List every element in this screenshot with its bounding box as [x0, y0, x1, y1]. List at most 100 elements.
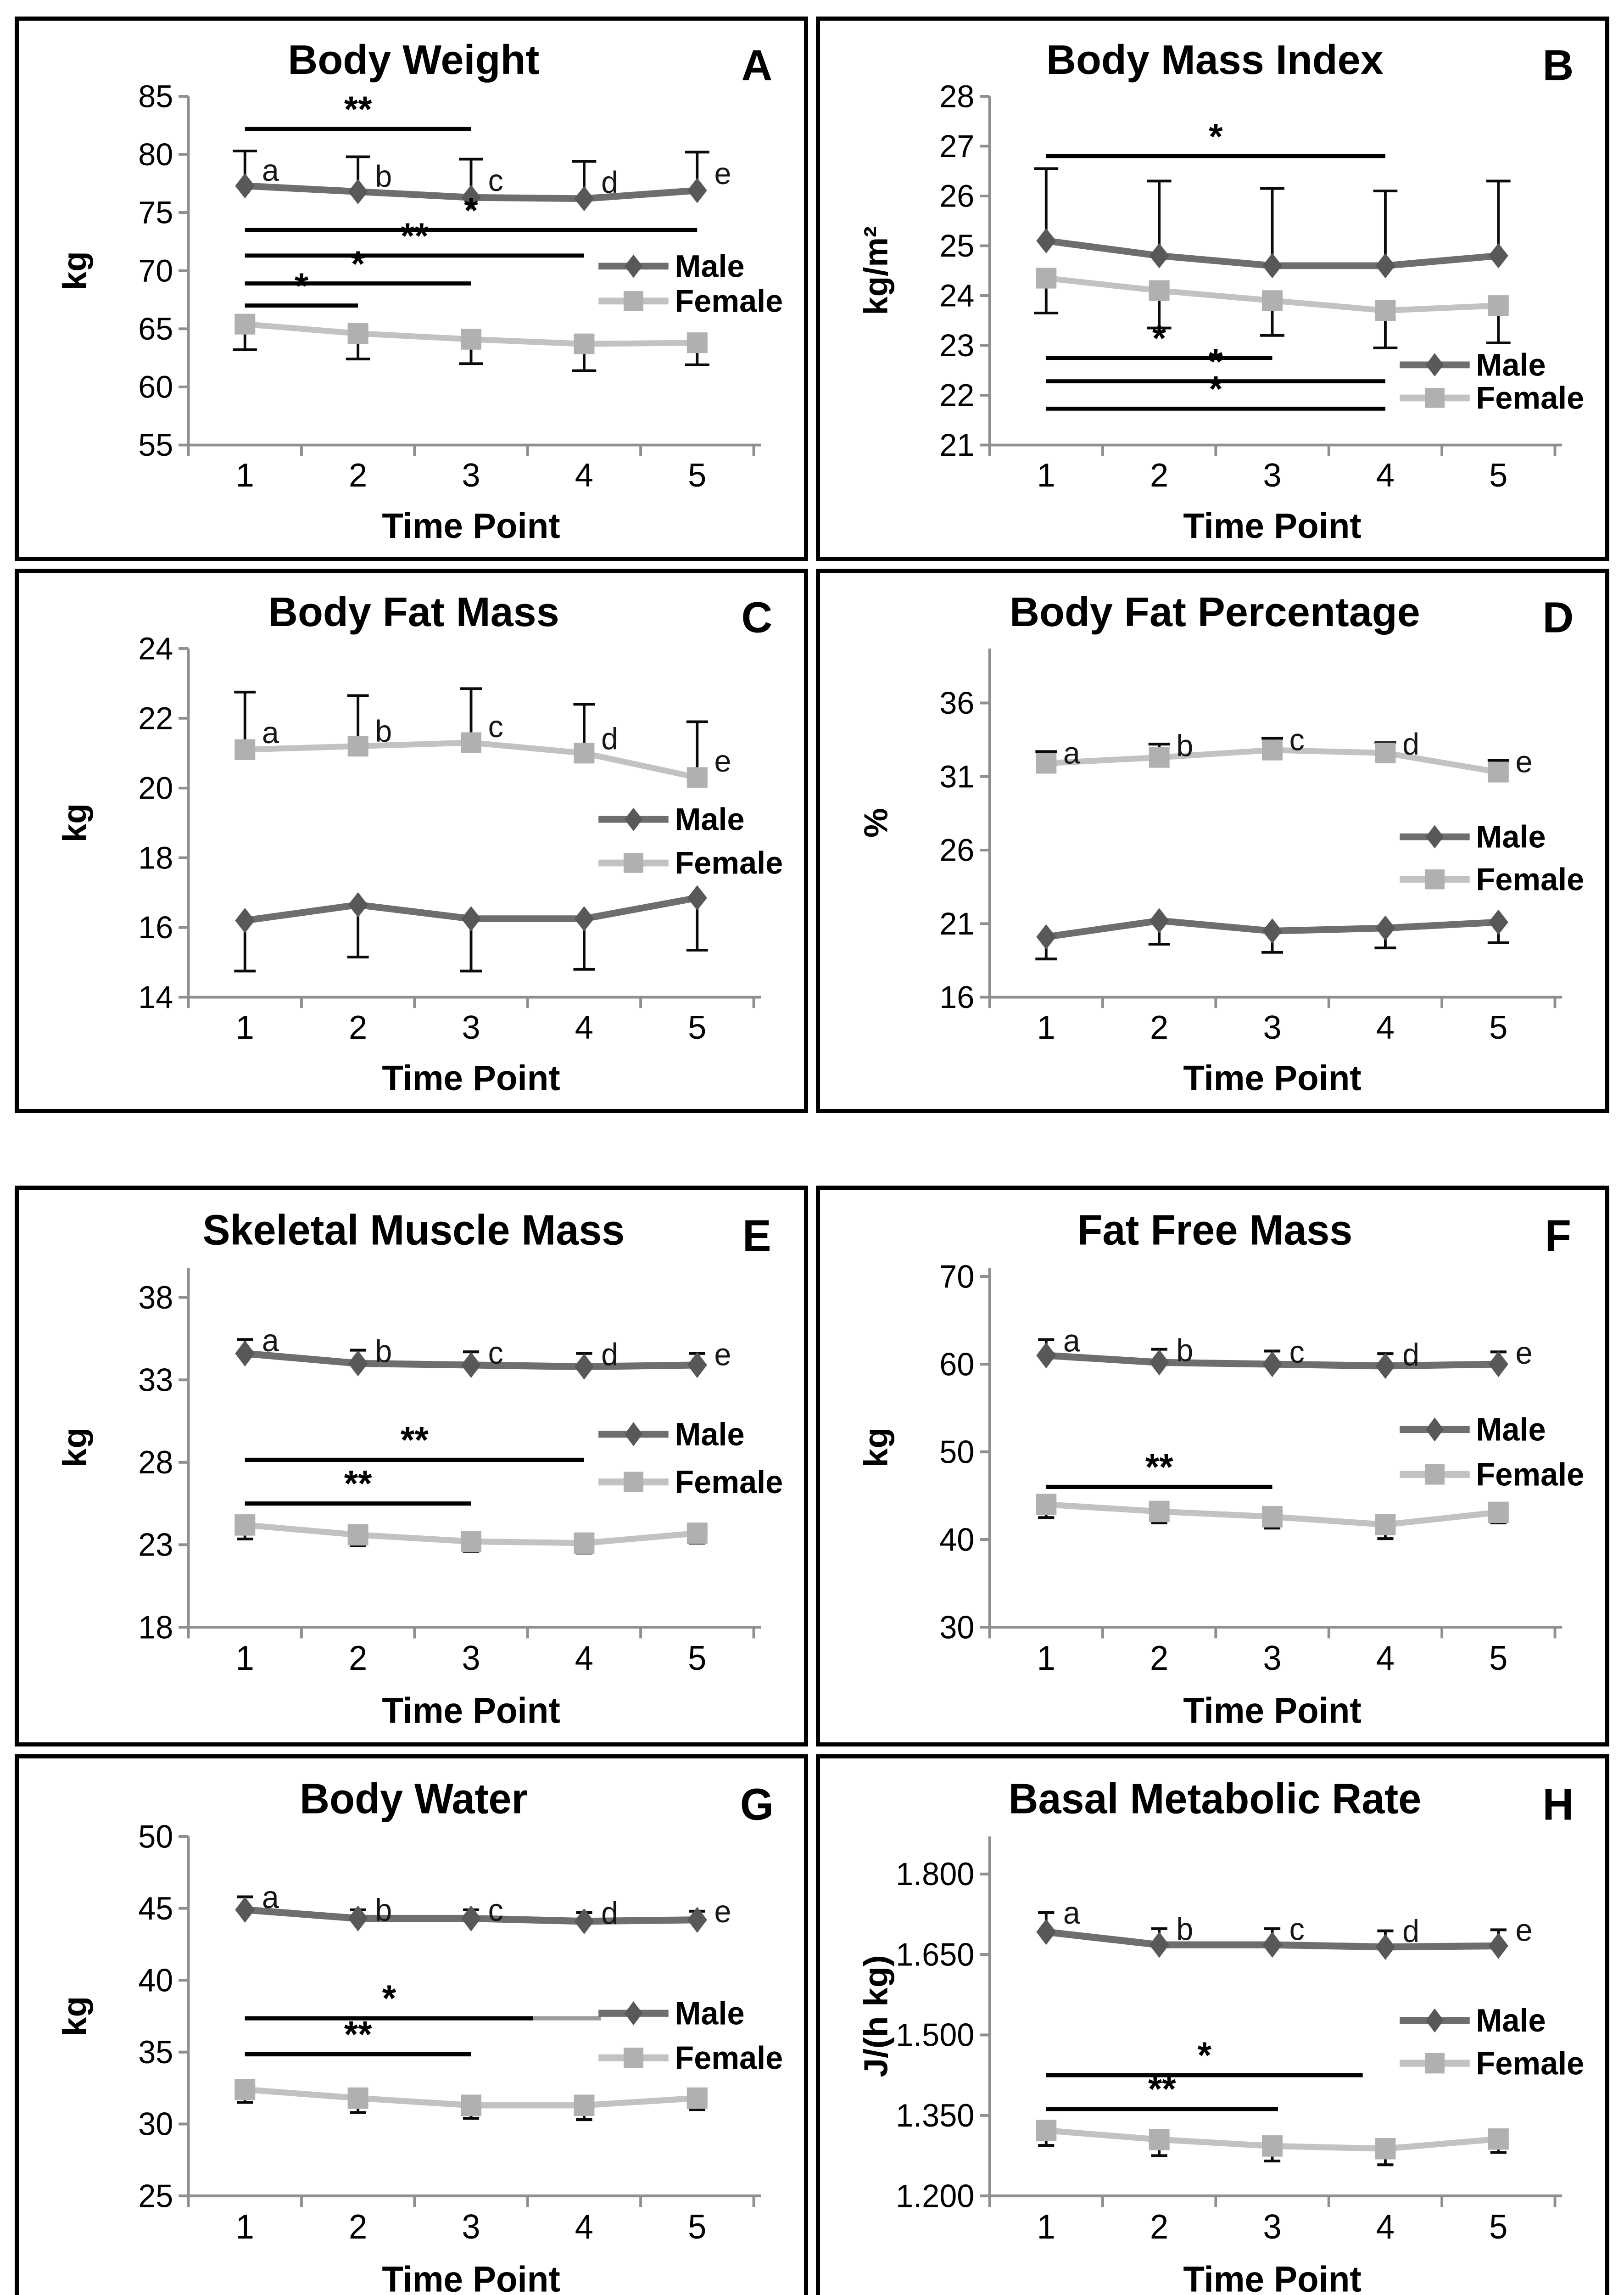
error-bars — [1034, 278, 1511, 349]
data-point — [1262, 1931, 1283, 1958]
diamond-markers — [235, 885, 707, 933]
x-tick-label: 2 — [1150, 457, 1168, 494]
significance-bars: **** — [1046, 116, 1385, 411]
y-tick-label: 1.650 — [896, 1936, 974, 1972]
x-tick-label: 3 — [1263, 1009, 1281, 1046]
y-tick-labels: 18 23 28 33 38 — [138, 1279, 173, 1646]
sig-label: * — [464, 190, 478, 230]
data-point — [347, 2087, 368, 2109]
y-tick-label: 25 — [939, 228, 974, 263]
legend-diamond-marker — [624, 254, 643, 278]
legend-diamond-marker — [624, 807, 643, 831]
data-point — [686, 2087, 708, 2109]
data-point — [1262, 918, 1283, 944]
y-axis-title: kg — [56, 1427, 94, 1467]
y-tick-label: 23 — [939, 328, 974, 363]
series-female — [234, 2079, 708, 2121]
square-markers — [1036, 739, 1509, 783]
y-tick-label: 55 — [138, 427, 173, 463]
x-tick-label: 3 — [462, 1639, 480, 1677]
legend-item-female: Female — [1400, 380, 1584, 416]
y-tick-label: 22 — [939, 377, 974, 413]
data-point — [235, 907, 255, 933]
diamond-markers — [1036, 228, 1508, 279]
data-point — [1036, 1342, 1056, 1369]
series-male: a b c d e — [1036, 1324, 1532, 1379]
series-male: a b c d e — [1036, 1896, 1532, 1960]
sig-label: ** — [1145, 1446, 1173, 1488]
legend-square-marker — [623, 853, 643, 873]
significance-bars: ******* — [245, 89, 698, 308]
square-markers — [234, 313, 708, 354]
chart-body-fat-percentage: 16 21 26 31 36 1 2 3 4 5 Body Fat Percentage D% Time… — [858, 589, 1584, 1098]
y-tick-label: 60 — [138, 369, 173, 404]
y-tick-label: 16 — [138, 910, 173, 945]
sig-label: ** — [344, 1462, 372, 1504]
data-point — [234, 2079, 256, 2100]
x-tick-labels: 1 2 3 4 5 — [1037, 2207, 1508, 2246]
y-tick-label: 33 — [138, 1361, 173, 1398]
data-point — [347, 736, 368, 757]
x-tick-label: 5 — [688, 457, 706, 494]
data-point — [1375, 915, 1395, 941]
series-male — [234, 885, 708, 973]
y-tick-labels: 30 40 50 60 70 — [939, 1258, 974, 1645]
point-letter-labels: a b c d e — [262, 1323, 731, 1372]
y-tick-label: 60 — [939, 1346, 974, 1382]
axes — [179, 1267, 761, 1639]
legend-item-male: Male — [1400, 2002, 1546, 2038]
point-label: a — [262, 1323, 279, 1358]
chart-basal-metabolic-rate: 1.200 1.350 1.500 1.650 1.800 1 2 3 4 5 Basal Meta… — [857, 1775, 1584, 2295]
legend-item-female: Female — [598, 1464, 783, 1500]
legend-label-male: Male — [675, 802, 744, 837]
data-point — [1375, 742, 1396, 764]
panel-title: Body Mass Index — [1046, 37, 1384, 83]
legend-item-male: Male — [1400, 347, 1546, 382]
data-point — [686, 332, 708, 353]
point-label: b — [375, 1334, 392, 1369]
y-tick-label: 50 — [939, 1433, 974, 1470]
point-label: d — [601, 1896, 618, 1931]
y-tick-label: 1.200 — [896, 2177, 974, 2214]
panel-letter-label: C — [741, 593, 772, 641]
point-label: a — [262, 154, 279, 188]
point-label: c — [488, 164, 503, 198]
point-letter-labels: a b c d e — [262, 154, 731, 200]
point-label: c — [1289, 1335, 1305, 1370]
data-point — [574, 1908, 594, 1935]
point-label: c — [488, 1893, 503, 1928]
x-tick-label: 2 — [1150, 2207, 1168, 2246]
axes — [179, 647, 761, 1008]
x-tick-label: 2 — [1150, 1009, 1168, 1046]
legend-item-male: Male — [598, 802, 745, 837]
y-tick-label: 35 — [138, 2034, 173, 2070]
data-point — [1149, 908, 1169, 934]
data-point — [1262, 2135, 1283, 2157]
axes — [980, 1267, 1563, 1639]
series-male — [1035, 908, 1509, 961]
data-point — [234, 1514, 256, 1536]
square-markers — [1036, 2120, 1509, 2160]
legend-label-female: Female — [675, 1464, 783, 1500]
data-point — [235, 1340, 255, 1367]
point-label: d — [1402, 1914, 1419, 1949]
data-point — [574, 2094, 595, 2116]
x-axis-title: Time Point — [382, 507, 560, 546]
x-axis-title: Time Point — [382, 1059, 560, 1098]
x-tick-label: 3 — [1263, 2207, 1281, 2246]
legend-item-male: Male — [598, 248, 745, 284]
point-label: e — [714, 744, 731, 778]
x-axis-title: Time Point — [382, 2259, 560, 2295]
x-tick-label: 4 — [575, 457, 593, 494]
legend-label-female: Female — [1476, 862, 1584, 897]
point-label: e — [1515, 745, 1532, 779]
data-point — [1036, 1494, 1057, 1515]
data-point — [1488, 2128, 1509, 2150]
sig-label: ** — [401, 216, 429, 256]
